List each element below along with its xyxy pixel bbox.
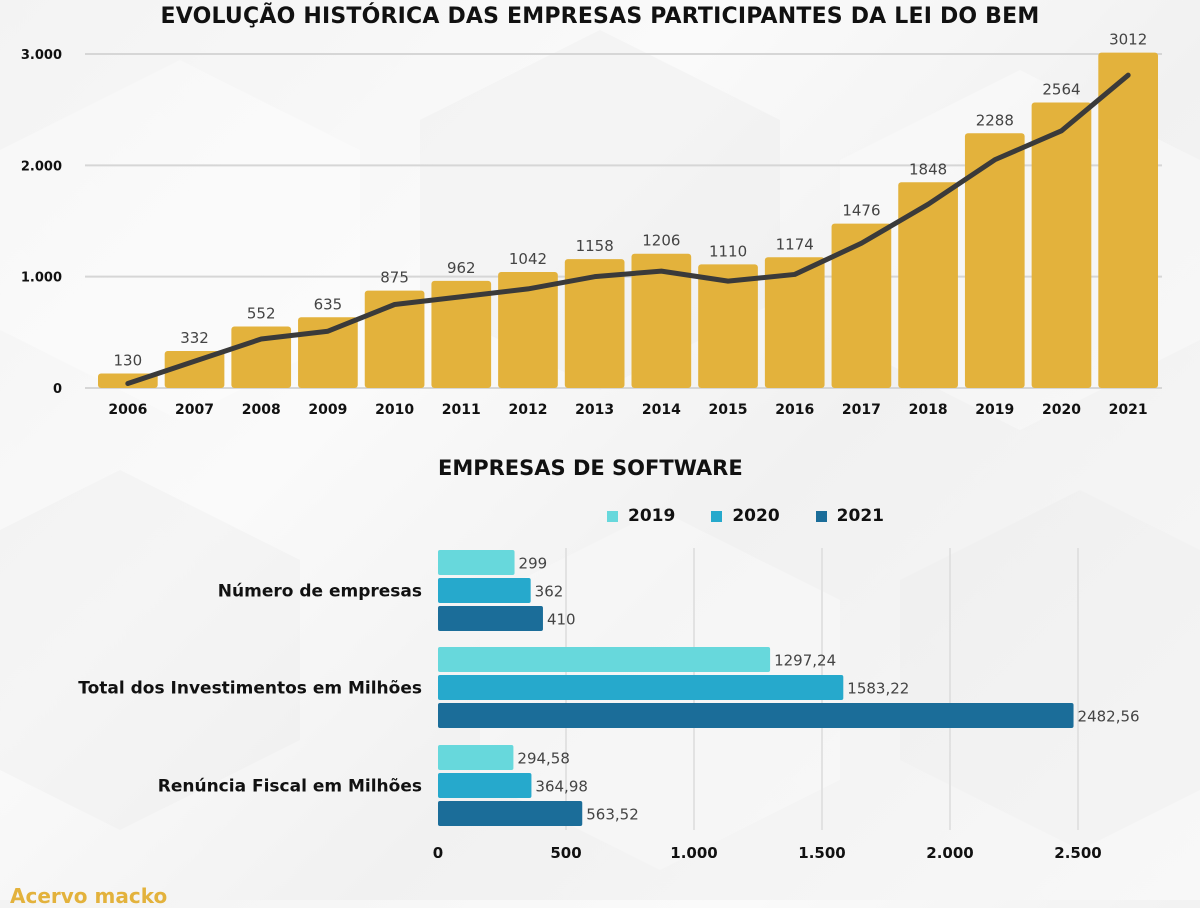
- trend-line: [125, 72, 1131, 387]
- data-label: 332: [180, 329, 209, 347]
- x-tick-label: 2012: [508, 402, 547, 418]
- bar-2011: [431, 280, 492, 388]
- x-tick-label: 2010: [375, 402, 414, 418]
- x-tick-label: 2021: [1109, 402, 1148, 418]
- x-tick-label: 2016: [775, 402, 814, 418]
- legend-label: 2020: [732, 506, 780, 526]
- historical-bar-chart: 0 1.000 2.000 3.000 130 2006 332 2007 552 2008 635…: [21, 31, 1162, 418]
- bar-2014: [631, 253, 692, 388]
- data-label: 1110: [709, 242, 747, 260]
- legend: 2019 2020 2021: [607, 506, 884, 526]
- x-tick-label: 2006: [108, 402, 147, 418]
- data-label: 552: [247, 305, 276, 323]
- data-label: 1174: [776, 235, 814, 253]
- bar-2010: [364, 290, 425, 388]
- y-tick-label: 3.000: [21, 48, 62, 63]
- bar-2007: [164, 351, 225, 388]
- chart-title: EVOLUÇÃO HISTÓRICA DAS EMPRESAS PARTICIP…: [160, 4, 1040, 29]
- legend-swatch-2020: [711, 510, 723, 522]
- legend-swatch-2019: [607, 510, 618, 522]
- x-tick-label: 2019: [975, 402, 1014, 418]
- software-chart-title: EMPRESAS DE SOFTWARE: [438, 456, 743, 480]
- x-tick-label: 2017: [842, 402, 881, 418]
- x-tick-label: 2015: [709, 402, 748, 418]
- data-label: 1206: [642, 232, 680, 250]
- bar-2021: [1098, 52, 1158, 388]
- data-label: 1158: [576, 237, 614, 255]
- data-label: 2564: [1042, 81, 1080, 99]
- legend-label: 2019: [628, 506, 676, 526]
- data-label: 2288: [976, 111, 1014, 129]
- bar-2017: [831, 223, 892, 388]
- x-tick-label: 2014: [642, 402, 681, 418]
- data-label: 962: [447, 259, 476, 277]
- bar-2015: [698, 264, 758, 388]
- bar-2019: [964, 133, 1025, 388]
- legend-item-2020: 2020: [711, 506, 780, 526]
- x-tick-label: 2007: [175, 402, 214, 418]
- data-label: 1848: [909, 160, 947, 178]
- data-label: 635: [314, 295, 343, 313]
- x-tick-label: 2013: [575, 402, 614, 418]
- x-tick-label: 2020: [1042, 402, 1081, 418]
- x-tick-label: 2008: [242, 402, 281, 418]
- legend-item-2019: 2019: [607, 506, 675, 526]
- bar-2018: [898, 182, 958, 388]
- data-label: 3012: [1109, 31, 1147, 49]
- brand-logo: Acervo macko: [10, 884, 168, 908]
- y-tick-label: 2.000: [21, 159, 62, 174]
- bar-2013: [564, 259, 625, 388]
- legend-swatch-2021: [815, 510, 827, 522]
- bar-2009: [298, 317, 358, 388]
- y-tick-label: 0: [53, 382, 62, 397]
- bar-2016: [764, 257, 825, 388]
- x-tick-label: 2009: [308, 402, 347, 418]
- x-tick-label: 2018: [909, 402, 948, 418]
- x-tick-label: 2011: [442, 402, 481, 418]
- y-tick-label: 1.000: [21, 271, 62, 286]
- bar-2012: [498, 271, 558, 388]
- legend-label: 2021: [836, 506, 884, 526]
- bar-2020: [1031, 102, 1092, 389]
- data-label: 130: [114, 352, 143, 370]
- legend-item-2021: 2021: [815, 506, 884, 526]
- data-label: 1042: [509, 250, 547, 268]
- data-label: 875: [380, 269, 409, 287]
- data-label: 1476: [842, 202, 880, 220]
